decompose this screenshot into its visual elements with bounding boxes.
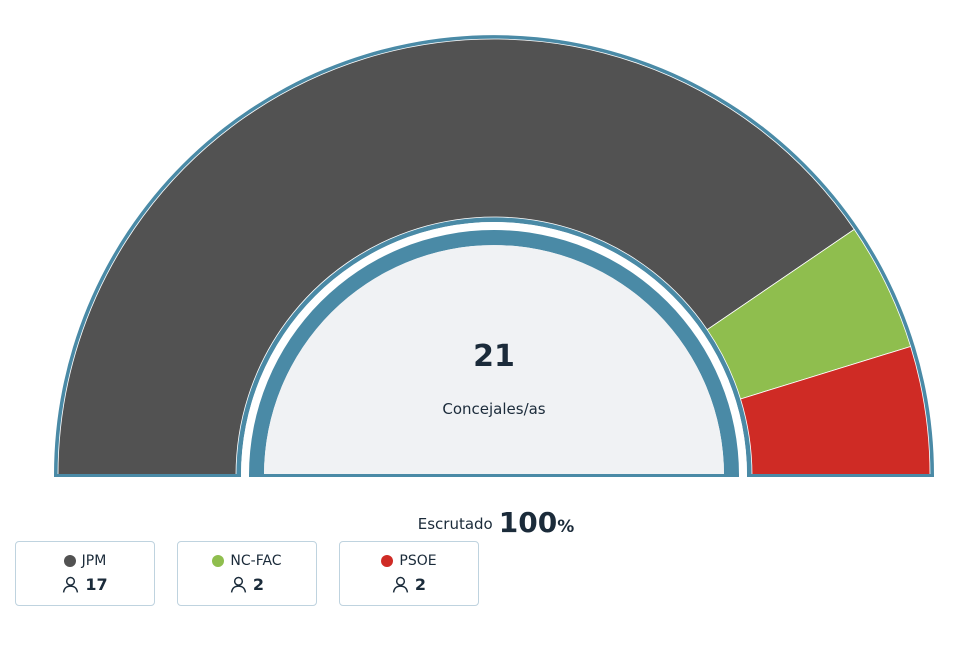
inner-fill xyxy=(264,245,724,475)
scrutiny-label: Escrutado xyxy=(417,515,493,533)
total-seats-value: 21 xyxy=(473,339,515,374)
person-icon xyxy=(230,576,247,593)
party-color-dot xyxy=(381,555,394,567)
seat-distribution-chart: 21 Concejales/as xyxy=(54,35,934,477)
party-name: PSOE xyxy=(399,553,437,569)
base-line-left xyxy=(54,474,241,477)
scrutiny-indicator: Escrutado 100% xyxy=(0,506,980,539)
party-seats: 2 xyxy=(414,575,427,594)
person-icon xyxy=(392,576,409,593)
legend-card-psoe[interactable]: PSOE 2 xyxy=(339,541,479,606)
legend-card-jpm[interactable]: JPM 17 xyxy=(15,541,155,606)
party-name: NC-FAC xyxy=(230,553,282,569)
total-seats-label: Concejales/as xyxy=(442,400,545,418)
base-line-right xyxy=(747,474,934,477)
party-name: JPM xyxy=(81,553,107,569)
legend-card-nc-fac[interactable]: NC-FAC 2 xyxy=(177,541,317,606)
scrutiny-value: 100 xyxy=(498,506,558,539)
inner-base-line xyxy=(249,474,739,477)
party-color-dot xyxy=(63,555,76,567)
party-color-dot xyxy=(212,555,225,567)
scrutiny-unit: % xyxy=(557,517,575,537)
party-seats: 17 xyxy=(85,575,108,594)
seat-segment-jpm[interactable] xyxy=(57,38,855,476)
person-icon xyxy=(63,576,79,593)
party-seats: 2 xyxy=(252,575,265,594)
party-legend: JPM 17 NC-FAC 2 PSOE 2 xyxy=(15,541,479,606)
